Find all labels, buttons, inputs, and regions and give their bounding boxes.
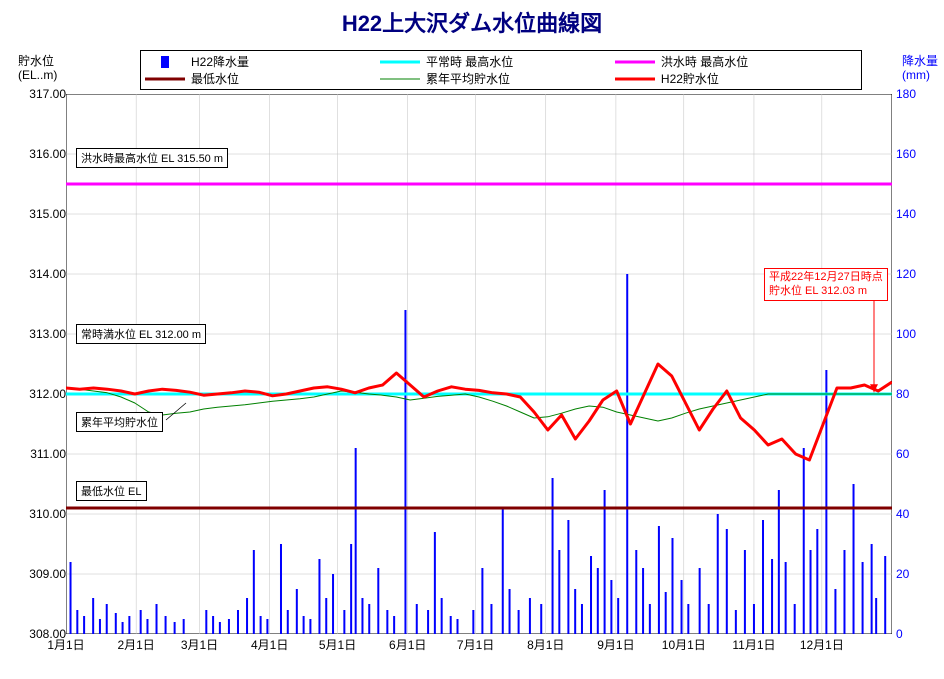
ytick-right: 20	[896, 567, 909, 581]
y-right-label-2: (mm)	[902, 68, 930, 82]
xtick: 3月1日	[181, 636, 218, 653]
xtick: 5月1日	[319, 636, 356, 653]
y-left-label-2: (EL..m)	[18, 68, 57, 82]
xtick: 11月1日	[732, 636, 775, 653]
legend-item: H22貯水位	[615, 70, 850, 87]
xtick: 2月1日	[117, 636, 154, 653]
anno-normal-max: 常時満水位 EL 312.00 m	[76, 324, 206, 344]
ytick-left: 317.00	[6, 87, 66, 101]
legend-item: 累年平均貯水位	[380, 70, 615, 87]
anno-avg-label: 累年平均貯水位	[76, 412, 163, 432]
ytick-left: 310.00	[6, 507, 66, 521]
ytick-left: 313.00	[6, 327, 66, 341]
ytick-left: 315.00	[6, 207, 66, 221]
ytick-left: 309.00	[6, 567, 66, 581]
ytick-right: 60	[896, 447, 909, 461]
callout-current: 平成22年12月27日時点 貯水位 EL 312.03 m	[764, 268, 888, 301]
chart-title: H22上大沢ダム水位曲線図	[0, 6, 944, 38]
legend-item: 洪水時 最高水位	[615, 53, 850, 70]
legend: H22降水量平常時 最高水位洪水時 最高水位最低水位累年平均貯水位H22貯水位	[140, 50, 862, 90]
ytick-right: 160	[896, 147, 916, 161]
y-left-label-1: 貯水位	[18, 52, 54, 69]
xtick: 10月1日	[662, 636, 706, 653]
xtick: 7月1日	[457, 636, 494, 653]
y-right-label-1: 降水量	[902, 52, 938, 69]
ytick-right: 0	[896, 627, 903, 641]
ytick-left: 312.00	[6, 387, 66, 401]
anno-min-level: 最低水位 EL	[76, 481, 147, 501]
legend-item: 最低水位	[145, 70, 380, 87]
xtick: 4月1日	[251, 636, 288, 653]
legend-item: H22降水量	[145, 53, 380, 70]
legend-item: 平常時 最高水位	[380, 53, 615, 70]
xtick: 9月1日	[597, 636, 634, 653]
anno-flood-max: 洪水時最高水位 EL 315.50 m	[76, 148, 228, 168]
xtick: 1月1日	[47, 636, 84, 653]
ytick-left: 311.00	[6, 447, 66, 461]
xtick: 6月1日	[389, 636, 426, 653]
xtick: 12月1日	[800, 636, 844, 653]
plot-area	[66, 94, 892, 634]
ytick-right: 180	[896, 87, 916, 101]
ytick-right: 100	[896, 327, 916, 341]
ytick-right: 140	[896, 207, 916, 221]
ytick-left: 314.00	[6, 267, 66, 281]
ytick-right: 80	[896, 387, 909, 401]
xtick: 8月1日	[527, 636, 564, 653]
ytick-left: 316.00	[6, 147, 66, 161]
ytick-right: 120	[896, 267, 916, 281]
ytick-right: 40	[896, 507, 909, 521]
